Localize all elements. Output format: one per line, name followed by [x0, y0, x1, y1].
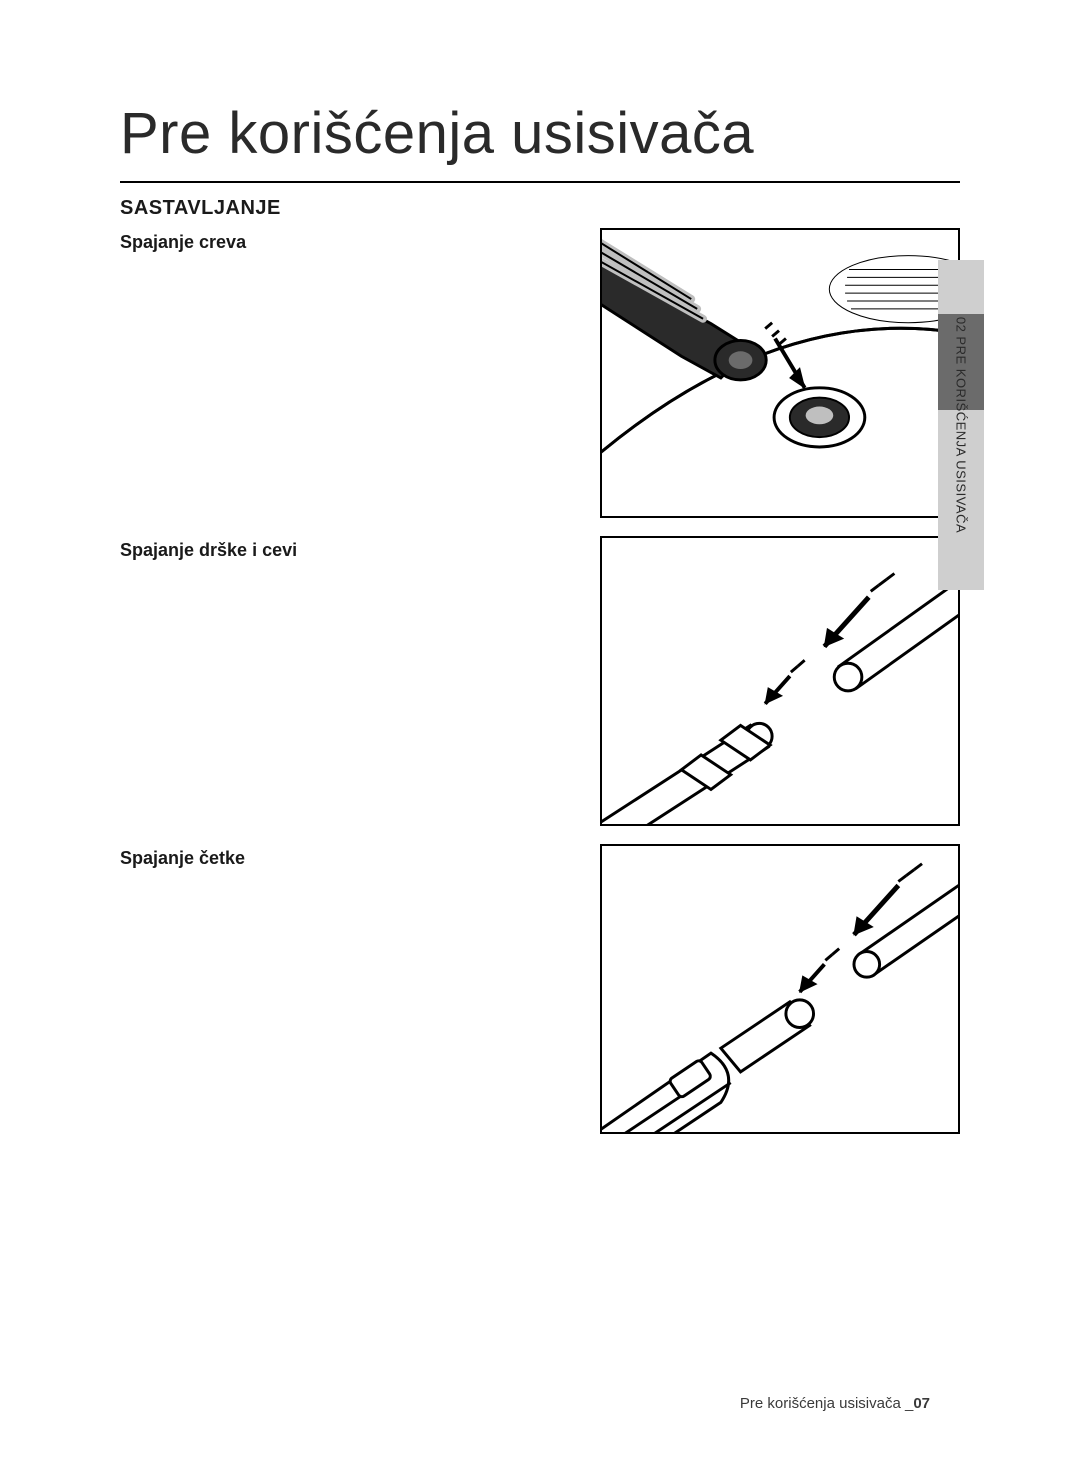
figure-hose	[600, 228, 960, 518]
row-handle-tube: Spajanje drške i cevi	[120, 536, 960, 826]
side-tab: 02 PRE KORIŠĆENJA USISIVAČA	[938, 260, 984, 590]
figure-handle-tube-svg	[602, 538, 958, 824]
figure-handle-tube	[600, 536, 960, 826]
row-brush-label: Spajanje četke	[120, 844, 380, 869]
figure-brush-svg	[602, 846, 958, 1132]
footer-page-number: 07	[913, 1395, 930, 1412]
row-hose: Spajanje creva	[120, 228, 960, 518]
page-footer: Pre korišćenja usisivača _07	[740, 1395, 930, 1412]
row-hose-label: Spajanje creva	[120, 228, 380, 253]
assembly-rows: Spajanje creva	[120, 228, 960, 1134]
figure-brush	[600, 844, 960, 1134]
footer-text: Pre korišćenja usisivača _	[740, 1395, 913, 1412]
row-handle-tube-label: Spajanje drške i cevi	[120, 536, 380, 561]
side-tab-text: 02 PRE KORIŠĆENJA USISIVAČA	[954, 317, 969, 533]
figure-hose-svg	[602, 230, 958, 516]
manual-page: Pre korišćenja usisivača SASTAVLJANJE Sp…	[0, 0, 1080, 1472]
row-brush: Spajanje četke	[120, 844, 960, 1134]
section-heading: SASTAVLJANJE	[120, 197, 960, 220]
page-title: Pre korišćenja usisivača	[120, 100, 960, 167]
title-rule	[120, 181, 960, 183]
